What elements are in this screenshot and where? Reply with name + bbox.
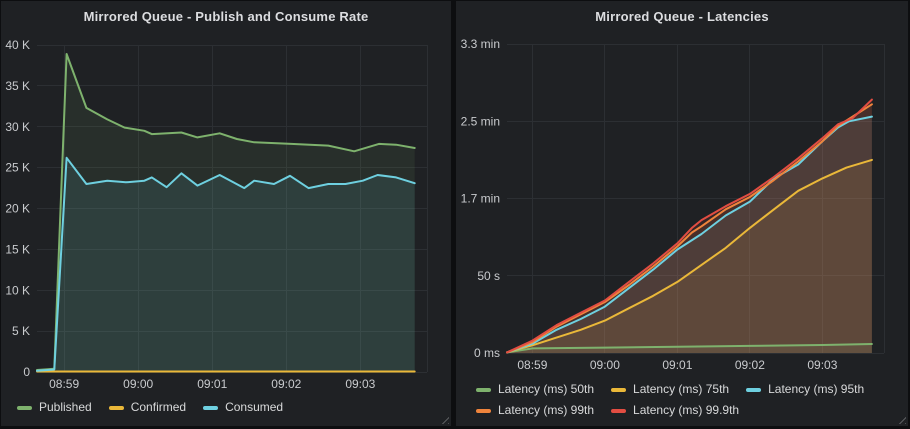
x-tick-label: 09:03 [807, 358, 837, 372]
series-area-published [37, 54, 415, 372]
legend-marker-icon [203, 405, 219, 410]
legend-label: Latency (ms) 99.9th [633, 403, 740, 417]
legend-item-latency-ms-95th[interactable]: Latency (ms) 95th [746, 379, 864, 400]
x-tick-label: 09:00 [590, 358, 620, 372]
grid [37, 45, 428, 373]
x-tick-label: 09:00 [123, 377, 153, 391]
panel-title[interactable]: Mirrored Queue - Publish and Consume Rat… [83, 9, 369, 24]
y-tick-label: 5 K [12, 324, 30, 338]
y-tick-label: 3.3 min [461, 37, 500, 51]
panel-latencies: Mirrored Queue - Latencies 3.3 min 2.5 mi… [456, 1, 908, 426]
legend-marker-icon [611, 408, 627, 413]
legend-marker-icon [476, 387, 491, 392]
chart-legend: Latency (ms) 50th Latency (ms) 75th Latenc… [476, 379, 902, 421]
series-areas [507, 99, 872, 353]
legend-marker-icon [476, 408, 491, 413]
legend-label: Published [39, 400, 92, 414]
legend-item-latency-ms-99-9th[interactable]: Latency (ms) 99.9th [611, 400, 739, 421]
panel-resize-handle[interactable] [439, 414, 449, 424]
x-tick-label: 08:59 [517, 358, 547, 372]
y-tick-label: 25 K [5, 161, 30, 175]
legend-item-latency-ms-99th[interactable]: Latency (ms) 99th [476, 400, 594, 421]
x-tick-label: 09:02 [271, 377, 301, 391]
latencies-chart[interactable]: 3.3 min 2.5 min 1.7 min 50 s 0 ms 08:59 09:00 0… [456, 29, 908, 381]
legend-label: Latency (ms) 99th [498, 403, 595, 417]
y-tick-label: 40 K [5, 38, 30, 52]
series-areas [37, 54, 415, 372]
series-line-latency-ms-99th [506, 103, 873, 354]
y-tick-label: 50 s [477, 269, 500, 283]
y-tick-label: 10 K [5, 283, 30, 297]
axis-labels: 40 K 35 K 30 K 25 K 20 K 15 K 10 K 5 K 0 08:59 09:… [5, 38, 375, 391]
series-line-latency-ms-50th [506, 343, 873, 354]
series-lines [506, 98, 873, 354]
legend-marker-icon [17, 405, 32, 410]
axis-labels: 3.3 min 2.5 min 1.7 min 50 s 0 ms 08:59 09:00 0… [461, 37, 838, 372]
series-line-latency-ms-75th [506, 158, 873, 354]
x-tick-label: 09:01 [197, 377, 227, 391]
series-line-published [36, 53, 416, 371]
y-tick-label: 2.5 min [461, 114, 500, 128]
grid [507, 44, 885, 354]
series-area-latency-ms-99th [507, 104, 872, 353]
y-tick-label: 15 K [5, 242, 30, 256]
legend-label: Latency (ms) 50th [498, 382, 595, 396]
legend-marker-icon [108, 405, 124, 410]
legend-marker-icon [746, 387, 762, 392]
y-tick-label: 35 K [5, 79, 30, 93]
legend-item-published[interactable]: Published [17, 397, 92, 418]
legend-item-latency-ms-75th[interactable]: Latency (ms) 75th [611, 379, 729, 400]
series-lines [36, 53, 416, 373]
publish-consume-rate-chart[interactable]: 40 K 35 K 30 K 25 K 20 K 15 K 10 K 5 K 0 08:59 09:… [1, 29, 451, 401]
x-tick-label: 09:01 [662, 358, 692, 372]
legend-marker-icon [611, 387, 627, 392]
legend-item-latency-ms-50th[interactable]: Latency (ms) 50th [476, 379, 594, 400]
legend-label: Latency (ms) 95th [768, 382, 865, 396]
legend-item-consumed[interactable]: Consumed [203, 397, 283, 418]
x-tick-label: 09:03 [345, 377, 375, 391]
series-area-consumed [37, 157, 415, 372]
y-tick-label: 20 K [5, 202, 30, 216]
y-tick-label: 0 ms [474, 346, 500, 360]
panel-title[interactable]: Mirrored Queue - Latencies [595, 9, 769, 24]
y-tick-label: 0 [23, 365, 30, 379]
y-tick-label: 1.7 min [461, 192, 500, 206]
legend-label: Consumed [225, 400, 284, 414]
y-tick-label: 30 K [5, 120, 30, 134]
series-line-consumed [36, 156, 416, 372]
x-tick-label: 09:02 [735, 358, 765, 372]
series-area-latency-ms-75th [507, 159, 872, 353]
series-line-latency-ms-99-9th [506, 98, 873, 354]
panel-publish-consume-rate: Mirrored Queue - Publish and Consume Rat… [1, 1, 451, 426]
panel-resize-handle[interactable] [896, 414, 906, 424]
legend-label: Confirmed [130, 400, 187, 414]
chart-legend: Published Confirmed Consumed [17, 397, 443, 418]
legend-label: Latency (ms) 75th [633, 382, 730, 396]
legend-item-confirmed[interactable]: Confirmed [108, 397, 187, 418]
x-tick-label: 08:59 [49, 377, 79, 391]
series-area-latency-ms-99-9th [507, 99, 872, 353]
